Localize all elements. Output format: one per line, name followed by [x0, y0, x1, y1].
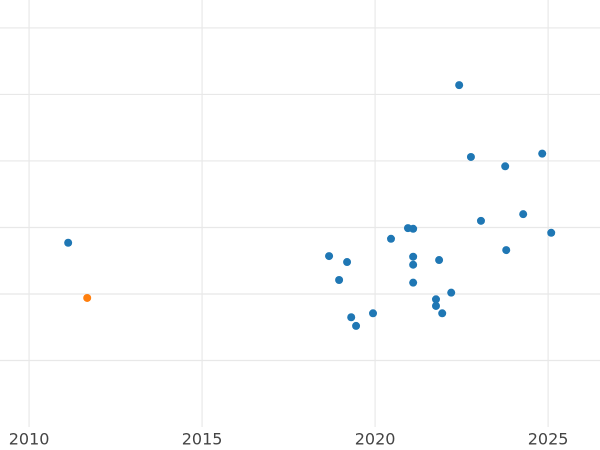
point	[502, 246, 511, 255]
point	[431, 295, 440, 304]
point	[409, 224, 418, 233]
x-tick-label: 2015	[182, 430, 223, 449]
point	[466, 152, 475, 161]
point	[409, 260, 418, 269]
point	[538, 149, 547, 158]
x-tick-label: 2010	[9, 430, 50, 449]
point	[83, 293, 92, 302]
point	[447, 288, 456, 297]
point	[64, 238, 73, 247]
point	[501, 162, 510, 171]
x-tick-label: 2025	[528, 430, 569, 449]
point	[409, 252, 418, 261]
point	[369, 309, 378, 318]
x-tick-label: 2020	[355, 430, 396, 449]
point	[435, 256, 444, 265]
point	[438, 309, 447, 318]
point	[325, 252, 334, 261]
point	[343, 258, 352, 267]
point	[335, 276, 344, 285]
point	[519, 210, 528, 219]
point	[387, 234, 396, 243]
point	[347, 313, 356, 322]
point	[476, 216, 485, 225]
point	[431, 301, 440, 310]
point	[352, 321, 361, 330]
point	[547, 228, 556, 237]
point	[455, 81, 464, 90]
point	[409, 278, 418, 287]
